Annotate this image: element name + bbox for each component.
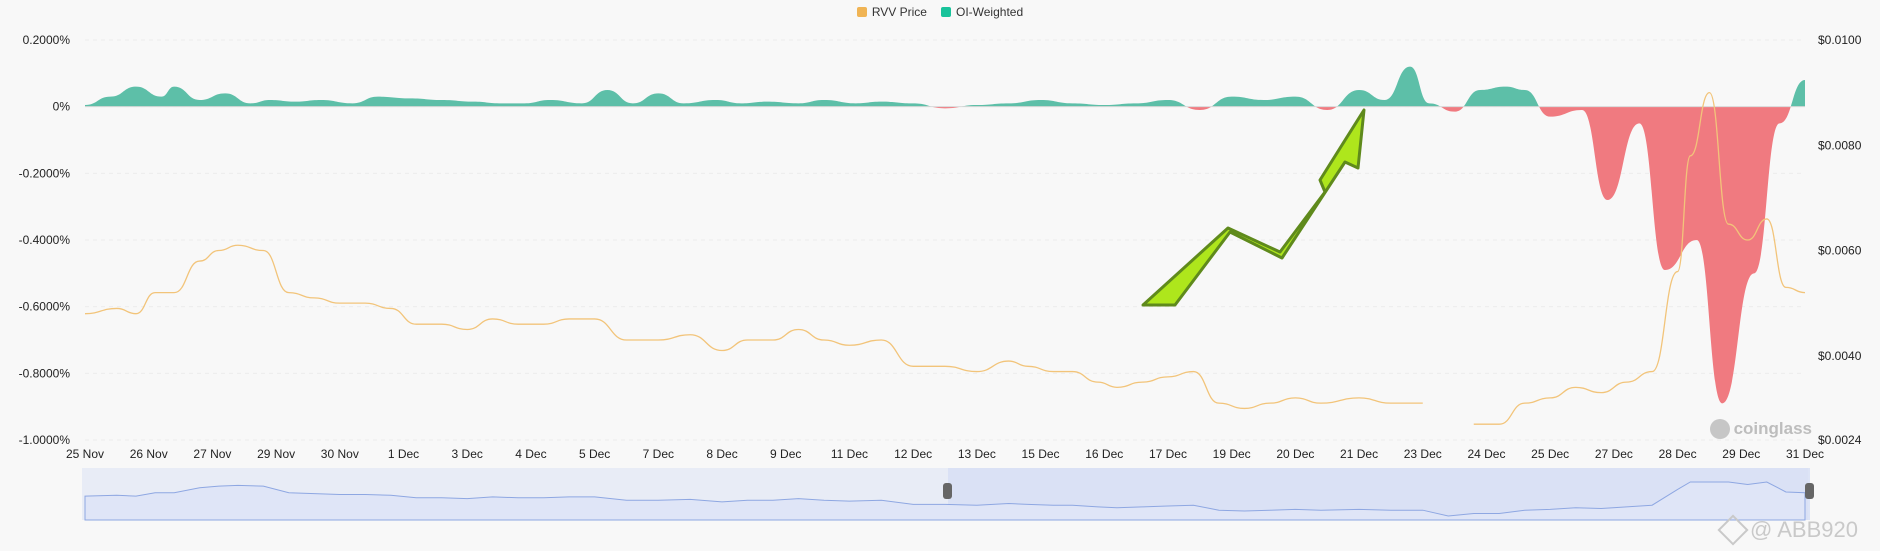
coinglass-logo: coinglass bbox=[1709, 419, 1812, 439]
navigator-right-handle[interactable] bbox=[1805, 483, 1814, 499]
oi-weighted-positive-area bbox=[85, 66, 1805, 107]
x-tick-label: 16 Dec bbox=[1085, 447, 1123, 461]
x-tick-label: 30 Nov bbox=[321, 447, 359, 461]
legend-item-oi-weighted[interactable]: OI-Weighted bbox=[940, 5, 1024, 19]
binance-icon bbox=[1717, 514, 1749, 546]
y-left-tick-label: -0.4000% bbox=[19, 233, 71, 247]
coinglass-text: coinglass bbox=[1733, 419, 1812, 438]
y-right-tick-label: $0.0024 bbox=[1818, 433, 1862, 447]
navigator-left-handle[interactable] bbox=[943, 483, 952, 499]
arrow-shape bbox=[1141, 108, 1366, 307]
y-left-tick-label: 0% bbox=[53, 100, 71, 114]
x-tick-label: 5 Dec bbox=[579, 447, 610, 461]
x-tick-label: 26 Nov bbox=[130, 447, 168, 461]
legend-swatch-oi bbox=[940, 7, 951, 17]
legend-swatch-price bbox=[856, 7, 867, 17]
y-left-tick-label: 0.2000% bbox=[23, 33, 71, 47]
x-tick-label: 31 Dec bbox=[1786, 447, 1824, 461]
coinglass-icon bbox=[1709, 419, 1730, 439]
y-left-tick-label: -1.0000% bbox=[19, 433, 71, 447]
rvv-price-line bbox=[84, 244, 1423, 410]
watermark: @ ABB920 bbox=[1717, 514, 1858, 546]
x-tick-label: 21 Dec bbox=[1340, 447, 1378, 461]
watermark-text: @ ABB920 bbox=[1750, 517, 1858, 542]
y-right-tick-label: $0.0060 bbox=[1818, 244, 1862, 258]
x-tick-label: 17 Dec bbox=[1149, 447, 1187, 461]
y-left-tick-label: -0.8000% bbox=[19, 366, 71, 380]
x-tick-label: 29 Nov bbox=[257, 447, 295, 461]
x-tick-label: 12 Dec bbox=[894, 447, 932, 461]
x-tick-label: 19 Dec bbox=[1213, 447, 1251, 461]
y-right-tick-label: $0.0040 bbox=[1818, 349, 1862, 363]
x-tick-label: 29 Dec bbox=[1722, 447, 1760, 461]
y-right-tick-label: $0.0080 bbox=[1818, 138, 1862, 152]
x-tick-label: 27 Nov bbox=[193, 447, 231, 461]
navigator-series bbox=[84, 481, 1806, 521]
x-tick-label: 20 Dec bbox=[1276, 447, 1314, 461]
x-tick-label: 3 Dec bbox=[452, 447, 483, 461]
x-tick-label: 25 Nov bbox=[66, 447, 104, 461]
rvv-price-line bbox=[1473, 91, 1806, 425]
legend-label-oi: OI-Weighted bbox=[955, 5, 1024, 19]
x-tick-label: 4 Dec bbox=[515, 447, 546, 461]
x-tick-label: 1 Dec bbox=[388, 447, 419, 461]
x-tick-label: 7 Dec bbox=[643, 447, 674, 461]
x-tick-label: 8 Dec bbox=[706, 447, 737, 461]
trend-arrow-icon bbox=[1141, 108, 1366, 307]
x-tick-label: 25 Dec bbox=[1531, 447, 1569, 461]
x-tick-label: 23 Dec bbox=[1404, 447, 1442, 461]
y-left-tick-label: -0.2000% bbox=[19, 166, 71, 180]
x-tick-label: 28 Dec bbox=[1659, 447, 1697, 461]
x-tick-label: 9 Dec bbox=[770, 447, 801, 461]
y-right-tick-label: $0.0100 bbox=[1818, 33, 1862, 47]
x-tick-label: 24 Dec bbox=[1467, 447, 1505, 461]
y-left-tick-label: -0.6000% bbox=[19, 300, 71, 314]
oi-weighted-negative-area bbox=[85, 106, 1805, 404]
legend-label-price: RVV Price bbox=[871, 5, 927, 19]
chart-legend: RVV Price OI-Weighted bbox=[0, 5, 1880, 19]
x-tick-label: 11 Dec bbox=[831, 447, 868, 461]
x-tick-label: 13 Dec bbox=[958, 447, 996, 461]
legend-item-rvv-price[interactable]: RVV Price bbox=[856, 5, 927, 19]
x-tick-label: 27 Dec bbox=[1595, 447, 1633, 461]
x-tick-label: 15 Dec bbox=[1022, 447, 1060, 461]
